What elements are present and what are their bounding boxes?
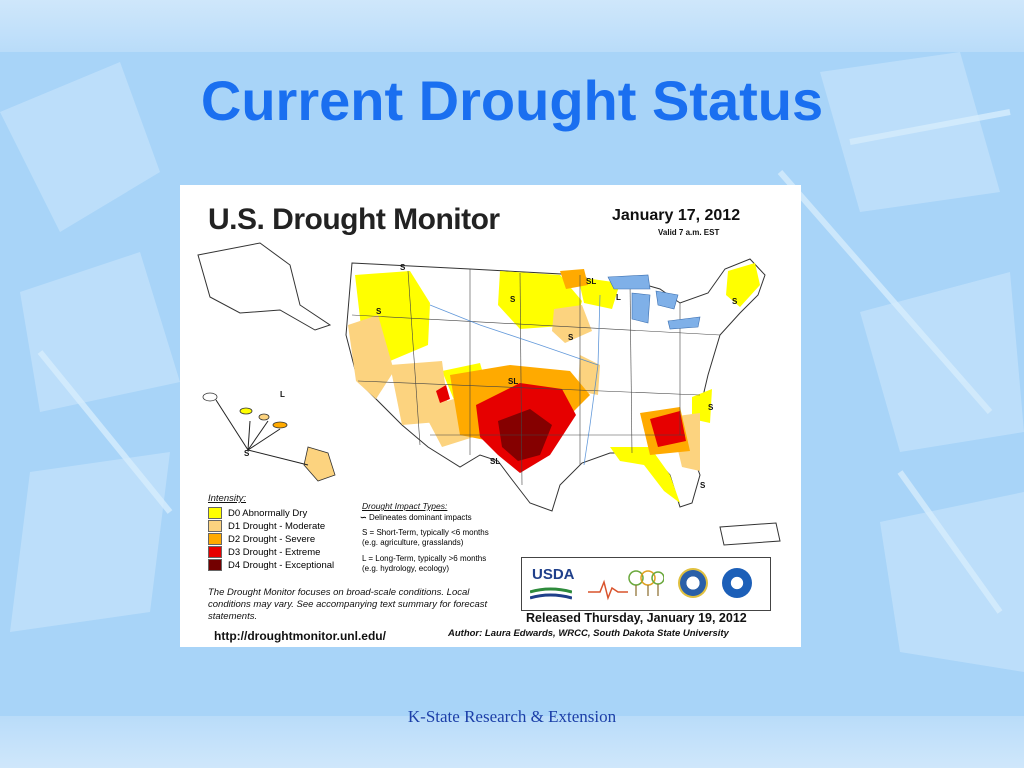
noaa-logo-icon <box>722 568 752 598</box>
doc-seal-icon <box>678 568 708 598</box>
legend-label: D4 Drought - Exceptional <box>228 559 335 571</box>
impact-short-term: S = Short-Term, typically <6 months <box>362 528 489 537</box>
map-label-s: S <box>708 403 714 412</box>
usda-logo: USDA <box>532 566 575 583</box>
us-map-graphic <box>197 242 781 546</box>
legend-swatch <box>208 533 222 545</box>
map-header: U.S. Drought Monitor <box>208 203 500 236</box>
map-label-sl: SL <box>490 457 501 466</box>
legend-item-d1: D1 Drought - Moderate <box>208 520 325 532</box>
legend-heading: Intensity: <box>208 493 247 504</box>
release-date: Released Thursday, January 19, 2012 <box>526 611 747 625</box>
legend-item-d3: D3 Drought - Extreme <box>208 546 320 558</box>
impact-long-term: L = Long-Term, typically >6 months <box>362 554 487 563</box>
legend-item-d4: D4 Drought - Exceptional <box>208 559 334 571</box>
legend-swatch <box>208 507 222 519</box>
map-label-l: L <box>616 293 621 302</box>
map-label-s: S <box>244 449 250 458</box>
map-label-sl: SL <box>508 377 519 386</box>
map-label-s: S <box>400 263 406 272</box>
slide-top-band <box>0 0 1024 52</box>
map-label-s: S <box>700 481 706 490</box>
legend-label: D0 Abnormally Dry <box>228 507 308 519</box>
map-label-s: S <box>732 297 738 306</box>
map-label-sl: SL <box>586 277 597 286</box>
map-note: The Drought Monitor focuses on broad-sca… <box>208 587 488 622</box>
legend-item-d0: D0 Abnormally Dry <box>208 507 307 519</box>
legend-label: D2 Drought - Severe <box>228 533 316 545</box>
impact-delineates-label: Delineates dominant impacts <box>368 513 472 522</box>
legend-item-d2: D2 Drought - Severe <box>208 533 315 545</box>
map-date: January 17, 2012 <box>612 207 741 224</box>
slide-footer: K-State Research & Extension <box>407 707 617 726</box>
legend-swatch <box>208 546 222 558</box>
legend-swatch <box>208 559 222 571</box>
map-label-s: S <box>510 295 516 304</box>
drought-monitor-map: U.S. Drought Monitor January 17, 2012 Va… <box>180 185 801 647</box>
legend-label: D3 Drought - Extreme <box>228 546 321 558</box>
slide-background-pattern <box>0 52 1024 672</box>
map-label-s: S <box>568 333 574 342</box>
impact-short-term-example: (e.g. agriculture, grasslands) <box>362 538 464 547</box>
legend-swatch <box>208 520 222 532</box>
map-label-l: L <box>280 390 285 399</box>
legend-label: D1 Drought - Moderate <box>228 520 326 532</box>
slide-title: Current Drought Status <box>200 69 824 132</box>
slide-bottom-band <box>0 716 1024 768</box>
agency-logos: USDA <box>521 557 771 611</box>
map-author: Author: Laura Edwards, WRCC, South Dakot… <box>448 628 729 639</box>
drought-monitor-url[interactable]: http://droughtmonitor.unl.edu/ <box>214 629 386 643</box>
impact-long-term-example: (e.g. hydrology, ecology) <box>362 564 450 573</box>
impact-delineates: ∽ Delineates dominant impacts <box>360 513 472 522</box>
ndmc-logo-icon <box>588 570 664 601</box>
impact-heading: Drought Impact Types: <box>362 501 448 511</box>
map-label-s: S <box>376 307 382 316</box>
usda-swoosh-icon <box>530 587 572 600</box>
map-valid-time: Valid 7 a.m. EST <box>658 228 720 237</box>
